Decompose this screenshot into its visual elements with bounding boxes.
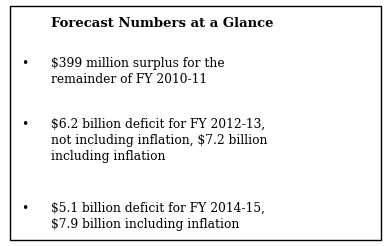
Text: Forecast Numbers at a Glance: Forecast Numbers at a Glance [51, 17, 273, 30]
FancyBboxPatch shape [10, 6, 381, 240]
Text: $6.2 billion deficit for FY 2012-13,
not including inflation, $7.2 billion
inclu: $6.2 billion deficit for FY 2012-13, not… [51, 118, 267, 163]
Text: $5.1 billion deficit for FY 2014-15,
$7.9 billion including inflation: $5.1 billion deficit for FY 2014-15, $7.… [51, 202, 265, 231]
Text: •: • [22, 202, 29, 215]
Text: •: • [22, 118, 29, 131]
Text: •: • [22, 57, 29, 70]
Text: $399 million surplus for the
remainder of FY 2010-11: $399 million surplus for the remainder o… [51, 57, 224, 86]
